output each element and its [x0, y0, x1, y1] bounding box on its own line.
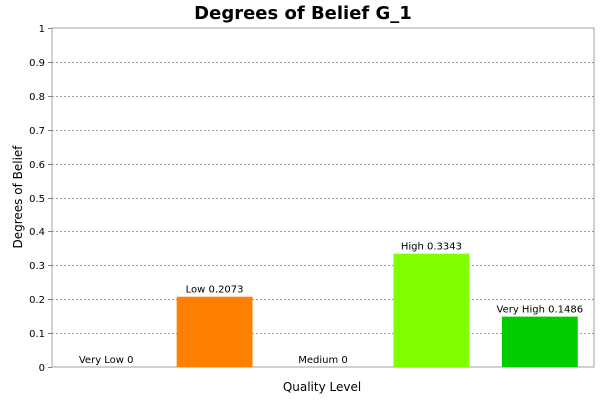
y-tick-label-6: 0.6: [29, 160, 45, 171]
y-tick-label-1: 0.1: [29, 329, 45, 340]
y-tick-label-2: 0.2: [29, 295, 45, 306]
chart-title: Degrees of Belief G_1: [194, 3, 412, 24]
y-tick-label-7: 0.7: [29, 126, 45, 137]
y-tick-label-10: 1: [39, 24, 45, 35]
data-label-very-high: Very High 0.1486: [497, 305, 584, 316]
y-tick-label-0: 0: [39, 363, 45, 374]
gridlines: [51, 27, 595, 368]
data-labels: Very Low 0 Low 0.2073 Medium 0 High 0.3343 V…: [79, 242, 583, 366]
data-label-medium: Medium 0: [298, 355, 348, 366]
bar-very-high: [501, 316, 578, 367]
axes: [48, 28, 52, 368]
data-label-low: Low 0.2073: [186, 285, 244, 296]
x-axis-label: Quality Level: [283, 380, 361, 394]
data-label-high: High 0.3343: [401, 242, 462, 253]
y-tick-labels: 0 0.1 0.2 0.3 0.4 0.5 0.6 0.7 0.8 0.9 1: [29, 24, 45, 374]
y-tick-label-3: 0.3: [29, 261, 45, 272]
y-tick-label-5: 0.5: [29, 194, 45, 205]
y-tick-label-4: 0.4: [29, 227, 45, 238]
y-tick-label-8: 0.8: [29, 92, 45, 103]
data-label-very-low: Very Low 0: [79, 355, 134, 366]
bar-high: [393, 253, 470, 367]
plot-area: [51, 27, 595, 368]
y-tick-label-9: 0.9: [29, 58, 45, 69]
bar-low: [176, 296, 253, 367]
y-axis-label: Degrees of Belief: [11, 145, 25, 249]
bars: [176, 253, 578, 367]
